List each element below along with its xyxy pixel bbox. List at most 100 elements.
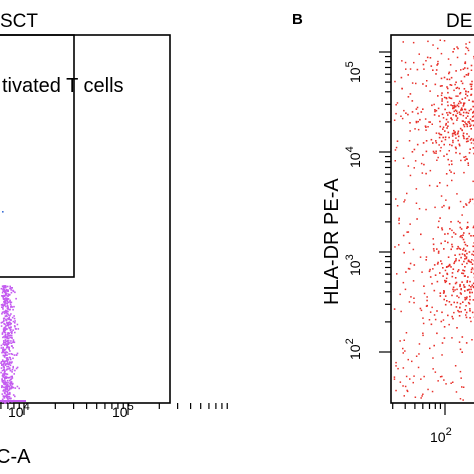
y-tick-label-1e2: 102 xyxy=(344,338,363,360)
data-point xyxy=(10,313,12,315)
data-point xyxy=(462,120,464,122)
data-point xyxy=(0,287,3,290)
data-point xyxy=(8,379,11,382)
data-point xyxy=(11,368,14,371)
data-point xyxy=(472,105,474,108)
data-point xyxy=(465,311,468,314)
data-point xyxy=(6,302,8,305)
data-point xyxy=(405,332,408,334)
data-point xyxy=(460,235,462,237)
data-point xyxy=(457,135,460,138)
data-point xyxy=(432,357,434,359)
data-point xyxy=(414,160,417,162)
data-point xyxy=(415,188,418,190)
data-point xyxy=(464,258,466,260)
data-point xyxy=(448,150,450,152)
data-point xyxy=(455,258,457,260)
data-point xyxy=(6,335,9,338)
data-point xyxy=(407,113,409,116)
data-point xyxy=(472,299,474,301)
data-point xyxy=(459,226,462,229)
data-point xyxy=(434,83,437,86)
data-point xyxy=(432,243,435,246)
data-point xyxy=(428,121,430,123)
data-point xyxy=(464,249,467,252)
data-point xyxy=(458,315,461,317)
data-point xyxy=(7,305,9,308)
data-point xyxy=(472,115,474,117)
data-point xyxy=(5,302,7,304)
data-point xyxy=(403,339,405,341)
data-point xyxy=(449,228,451,230)
data-point xyxy=(1,364,3,366)
data-point xyxy=(11,306,14,308)
data-point xyxy=(405,112,407,114)
data-point xyxy=(6,363,9,365)
data-point xyxy=(460,102,462,104)
panel-b: B DE HLA-DR PE-A 105 104 103 102 102 xyxy=(292,11,474,445)
data-point xyxy=(3,341,5,344)
data-point xyxy=(6,359,8,362)
data-point xyxy=(468,201,470,204)
data-point xyxy=(465,117,467,119)
data-point xyxy=(13,315,15,317)
data-point xyxy=(428,270,431,273)
data-point xyxy=(437,95,439,97)
data-point xyxy=(462,124,465,126)
data-point xyxy=(6,396,8,399)
data-point xyxy=(7,363,10,366)
data-point xyxy=(1,369,4,372)
data-point xyxy=(447,91,449,94)
data-point xyxy=(415,120,418,123)
data-point xyxy=(4,402,6,404)
data-point xyxy=(407,231,410,233)
data-point xyxy=(464,97,467,99)
data-point xyxy=(465,111,468,114)
data-point xyxy=(447,125,449,127)
data-point xyxy=(7,310,9,313)
data-point xyxy=(416,106,419,109)
data-point xyxy=(394,80,396,83)
data-point xyxy=(13,317,16,320)
data-point xyxy=(472,120,474,122)
data-point xyxy=(409,93,412,95)
data-point xyxy=(449,97,452,99)
data-point xyxy=(466,227,468,229)
data-point xyxy=(453,301,455,304)
data-point xyxy=(12,308,14,311)
data-point xyxy=(2,349,4,351)
data-point xyxy=(4,389,7,391)
data-point xyxy=(442,117,445,119)
data-point xyxy=(470,142,473,144)
data-point xyxy=(6,340,9,343)
data-point xyxy=(3,289,6,292)
data-point xyxy=(464,159,466,162)
data-point xyxy=(5,354,7,357)
data-point xyxy=(455,147,457,150)
data-point xyxy=(467,121,469,123)
data-point xyxy=(426,56,429,59)
data-point xyxy=(460,113,462,116)
data-point xyxy=(3,295,6,297)
data-point xyxy=(404,199,406,201)
data-point xyxy=(467,259,470,262)
data-point xyxy=(7,307,9,309)
data-point xyxy=(435,132,438,134)
data-point xyxy=(468,120,470,123)
data-point xyxy=(467,72,470,75)
data-point xyxy=(12,341,14,343)
data-point xyxy=(6,289,8,292)
data-point xyxy=(466,252,468,255)
data-point xyxy=(445,383,447,385)
data-point xyxy=(5,286,7,289)
data-point xyxy=(6,357,9,359)
data-point xyxy=(16,366,19,369)
data-point xyxy=(466,115,469,117)
data-point xyxy=(2,330,5,333)
data-point xyxy=(465,257,468,260)
data-point xyxy=(5,373,8,375)
data-point xyxy=(5,294,7,296)
data-point xyxy=(464,53,467,55)
data-point xyxy=(4,383,7,386)
data-point xyxy=(7,314,10,316)
